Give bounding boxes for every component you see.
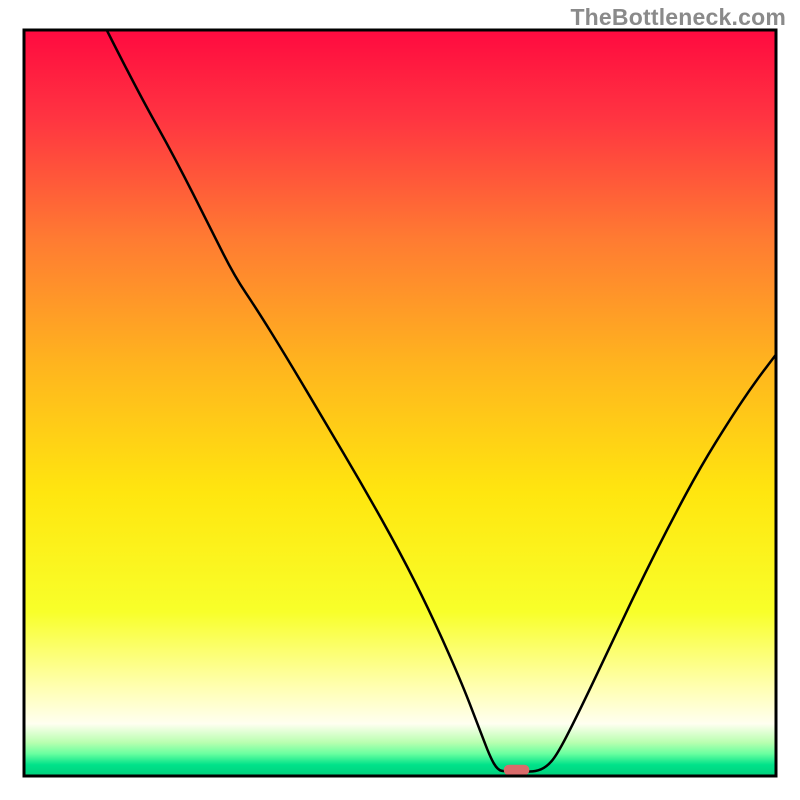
chart-background [24, 30, 776, 776]
optimal-marker [504, 765, 530, 775]
watermark-text: TheBottleneck.com [570, 4, 786, 31]
bottleneck-chart [0, 0, 800, 800]
